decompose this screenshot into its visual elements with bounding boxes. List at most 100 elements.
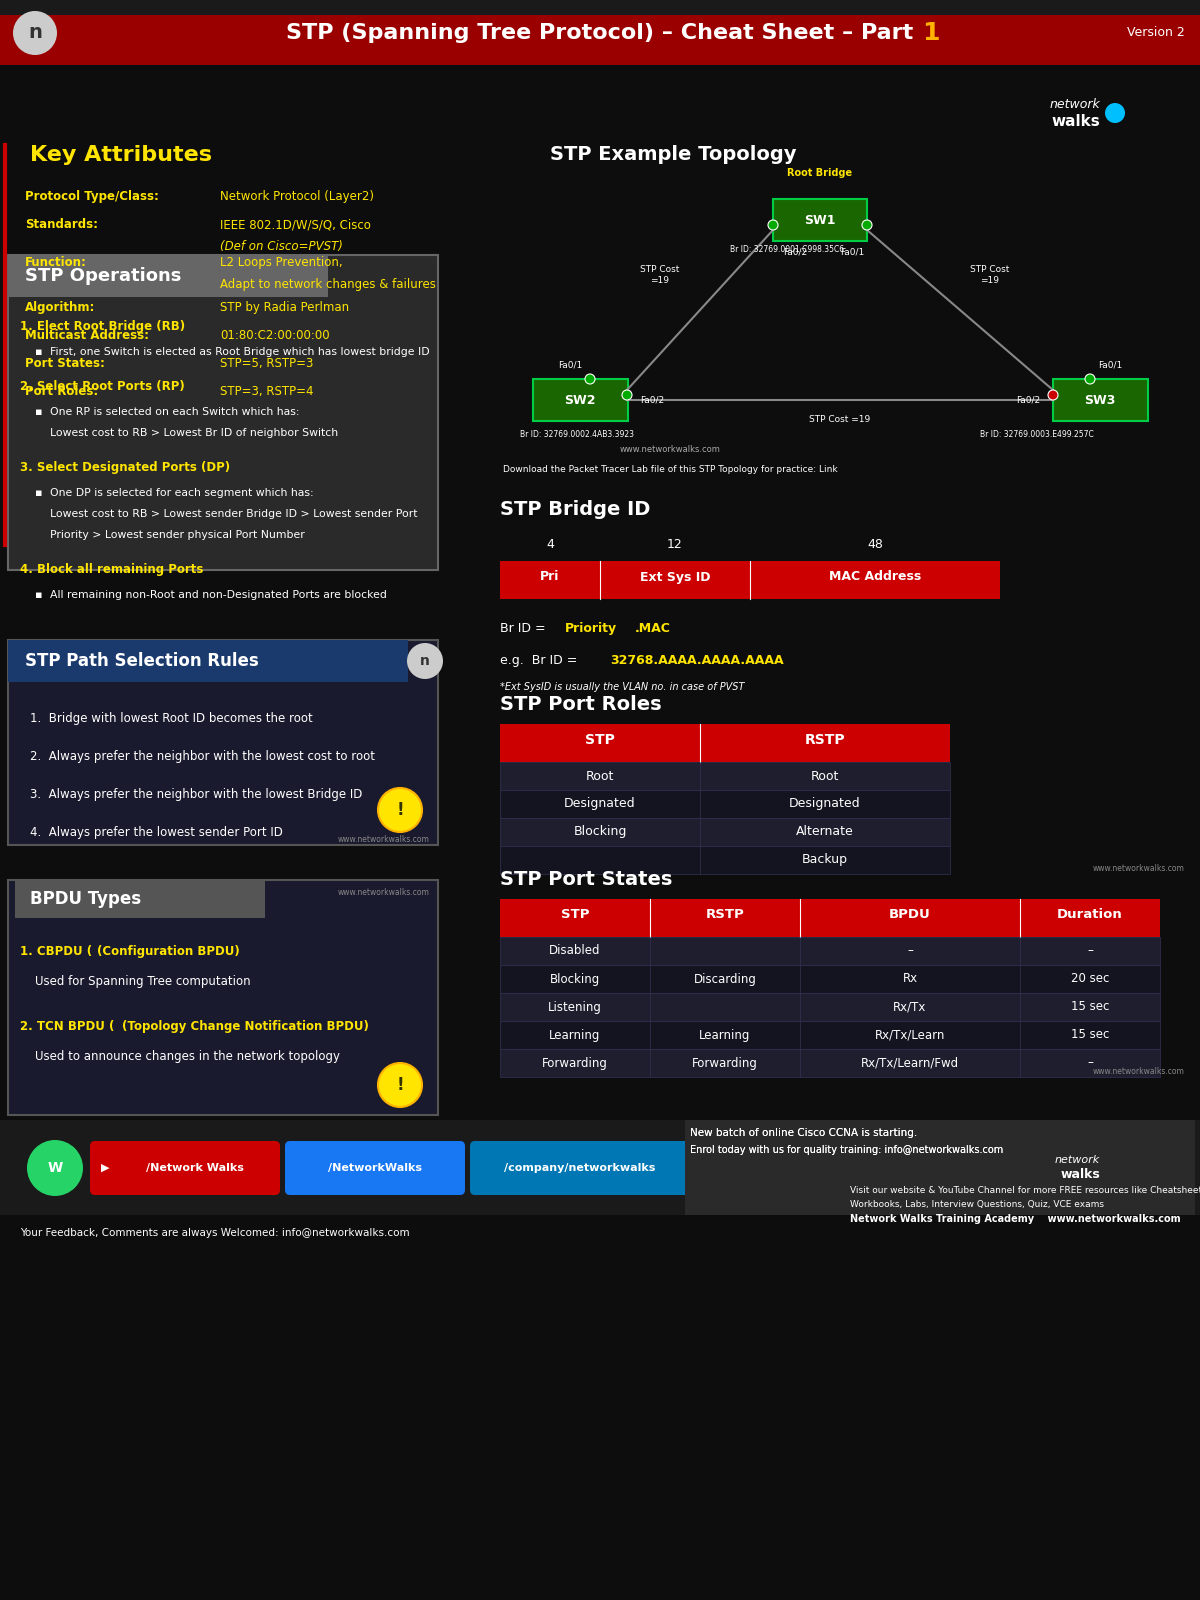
Text: Br ID: 32769.0003.E499.257C: Br ID: 32769.0003.E499.257C — [980, 430, 1093, 438]
Text: Your Feedback, Comments are always Welcomed: info@networkwalks.com: Your Feedback, Comments are always Welco… — [20, 1229, 409, 1238]
FancyBboxPatch shape — [8, 254, 328, 298]
Text: Rx/Tx/Learn: Rx/Tx/Learn — [875, 1029, 946, 1042]
FancyBboxPatch shape — [500, 1021, 1160, 1050]
Text: STP Cost =19: STP Cost =19 — [809, 416, 871, 424]
Text: SW2: SW2 — [564, 394, 595, 406]
Text: Port States:: Port States: — [25, 357, 104, 370]
Text: 01:80:C2:00:00:00: 01:80:C2:00:00:00 — [220, 330, 330, 342]
FancyBboxPatch shape — [500, 1050, 1160, 1077]
Text: STP by Radia Perlman: STP by Radia Perlman — [220, 301, 349, 314]
Text: L2 Loops Prevention,: L2 Loops Prevention, — [220, 256, 343, 269]
Text: Duration: Duration — [1057, 909, 1123, 922]
FancyBboxPatch shape — [500, 818, 950, 846]
Text: Pri: Pri — [540, 571, 559, 584]
Text: www.networkwalks.com: www.networkwalks.com — [1093, 864, 1186, 874]
Text: Alternate: Alternate — [796, 826, 854, 838]
FancyBboxPatch shape — [1052, 379, 1147, 421]
Text: Learning: Learning — [550, 1029, 601, 1042]
FancyBboxPatch shape — [8, 254, 438, 570]
Text: Enrol today with us for quality training: info@networkwalks.com: Enrol today with us for quality training… — [690, 1146, 1003, 1155]
Text: Root Bridge: Root Bridge — [787, 168, 852, 178]
Text: Fa0/2: Fa0/2 — [782, 248, 808, 258]
Text: 2.  Always prefer the neighbor with the lowest cost to root: 2. Always prefer the neighbor with the l… — [30, 750, 374, 763]
Text: Lowest cost to RB > Lowest Br ID of neighbor Switch: Lowest cost to RB > Lowest Br ID of neig… — [50, 427, 338, 438]
Text: Key Attributes: Key Attributes — [30, 146, 212, 165]
Text: !: ! — [396, 1075, 404, 1094]
Text: IEEE 802.1D/W/S/Q, Cisco: IEEE 802.1D/W/S/Q, Cisco — [220, 218, 371, 230]
Text: Download the Packet Tracer Lab file of this STP Topology for practice: Link: Download the Packet Tracer Lab file of t… — [503, 466, 838, 474]
Text: Listening: Listening — [548, 1000, 602, 1013]
Text: Used for Spanning Tree computation: Used for Spanning Tree computation — [35, 974, 251, 987]
Text: Forwarding: Forwarding — [692, 1056, 758, 1069]
FancyBboxPatch shape — [8, 640, 438, 845]
Text: Rx/Tx/Learn/Fwd: Rx/Tx/Learn/Fwd — [860, 1056, 959, 1069]
Text: Root: Root — [811, 770, 839, 782]
Text: 1. Elect Root Bridge (RB): 1. Elect Root Bridge (RB) — [20, 320, 185, 333]
Text: ▶: ▶ — [101, 1163, 109, 1173]
FancyBboxPatch shape — [14, 880, 265, 918]
Text: (Configuration BPDU): (Configuration BPDU) — [96, 946, 239, 958]
Text: –: – — [907, 944, 913, 957]
FancyBboxPatch shape — [8, 640, 408, 682]
FancyBboxPatch shape — [8, 880, 438, 1115]
Text: 12: 12 — [667, 539, 683, 552]
Text: Br ID: 32769.0002.4AB3.3923: Br ID: 32769.0002.4AB3.3923 — [520, 430, 634, 438]
Text: Forwarding: Forwarding — [542, 1056, 608, 1069]
Text: Fa0/1: Fa0/1 — [558, 362, 582, 370]
Text: Root: Root — [586, 770, 614, 782]
Circle shape — [90, 1149, 130, 1187]
FancyBboxPatch shape — [685, 1120, 1195, 1214]
Text: STP=5, RSTP=3: STP=5, RSTP=3 — [220, 357, 313, 370]
Text: walks: walks — [1051, 115, 1100, 130]
Circle shape — [1085, 374, 1096, 384]
Text: Learning: Learning — [700, 1029, 751, 1042]
Text: STP Operations: STP Operations — [25, 267, 181, 285]
Text: Visit our website & YouTube Channel for more FREE resources like Cheatsheets,: Visit our website & YouTube Channel for … — [850, 1186, 1200, 1195]
Text: 1. CBPDU (: 1. CBPDU ( — [20, 946, 92, 958]
Text: ▪: ▪ — [35, 347, 42, 357]
Text: STP Port States: STP Port States — [500, 870, 672, 890]
Text: First, one Switch is elected as Root Bridge which has lowest bridge ID: First, one Switch is elected as Root Bri… — [50, 347, 430, 357]
Text: Network Walks Training Academy    www.networkwalks.com: Network Walks Training Academy www.netwo… — [850, 1214, 1181, 1224]
FancyBboxPatch shape — [920, 72, 1190, 130]
FancyBboxPatch shape — [500, 994, 1160, 1021]
Text: 4: 4 — [546, 539, 554, 552]
Text: Priority: Priority — [565, 622, 617, 635]
Text: 3. Select Designated Ports (DP): 3. Select Designated Ports (DP) — [20, 461, 230, 474]
Text: STP Cost
=19: STP Cost =19 — [641, 266, 679, 285]
Text: n: n — [420, 654, 430, 669]
Text: –: – — [1087, 1056, 1093, 1069]
FancyBboxPatch shape — [500, 899, 1160, 938]
Circle shape — [378, 787, 422, 832]
Text: STP Port Roles: STP Port Roles — [500, 694, 661, 714]
Text: STP (Spanning Tree Protocol) – Cheat Sheet – Part: STP (Spanning Tree Protocol) – Cheat She… — [287, 22, 913, 43]
Text: STP=3, RSTP=4: STP=3, RSTP=4 — [220, 386, 313, 398]
Text: ▪: ▪ — [35, 488, 42, 498]
FancyBboxPatch shape — [0, 0, 1200, 14]
Text: New batch of online Cisco CCNA is starting.: New batch of online Cisco CCNA is starti… — [690, 1128, 917, 1138]
Text: walks: walks — [1061, 1168, 1100, 1181]
Text: BPDU Types: BPDU Types — [30, 890, 142, 909]
Text: Workbooks, Labs, Interview Questions, Quiz, VCE exams: Workbooks, Labs, Interview Questions, Qu… — [850, 1200, 1104, 1210]
Text: (Topology Change Notification BPDU): (Topology Change Notification BPDU) — [122, 1021, 368, 1034]
FancyBboxPatch shape — [500, 938, 1160, 965]
FancyBboxPatch shape — [470, 1141, 690, 1195]
Text: STP Path Selection Rules: STP Path Selection Rules — [25, 653, 259, 670]
Text: 32768.AAAA.AAAA.AAAA: 32768.AAAA.AAAA.AAAA — [610, 654, 784, 667]
Text: e.g.  Br ID =: e.g. Br ID = — [500, 654, 581, 667]
Text: RSTP: RSTP — [706, 909, 744, 922]
Text: Blocking: Blocking — [574, 826, 626, 838]
Text: Br ID =: Br ID = — [500, 622, 550, 635]
Text: 2. TCN BPDU (: 2. TCN BPDU ( — [20, 1021, 114, 1034]
Text: 1: 1 — [922, 21, 940, 45]
Text: Designated: Designated — [790, 797, 860, 811]
Text: Fa0/1: Fa0/1 — [840, 248, 864, 258]
Text: www.networkwalks.com: www.networkwalks.com — [338, 888, 430, 898]
FancyBboxPatch shape — [0, 0, 1200, 66]
Text: www.networkwalks.com: www.networkwalks.com — [1093, 1067, 1186, 1077]
Text: Algorithm:: Algorithm: — [25, 301, 95, 314]
Text: Fa0/2: Fa0/2 — [640, 395, 664, 405]
FancyBboxPatch shape — [773, 198, 868, 242]
Circle shape — [862, 219, 872, 230]
FancyBboxPatch shape — [500, 762, 950, 790]
